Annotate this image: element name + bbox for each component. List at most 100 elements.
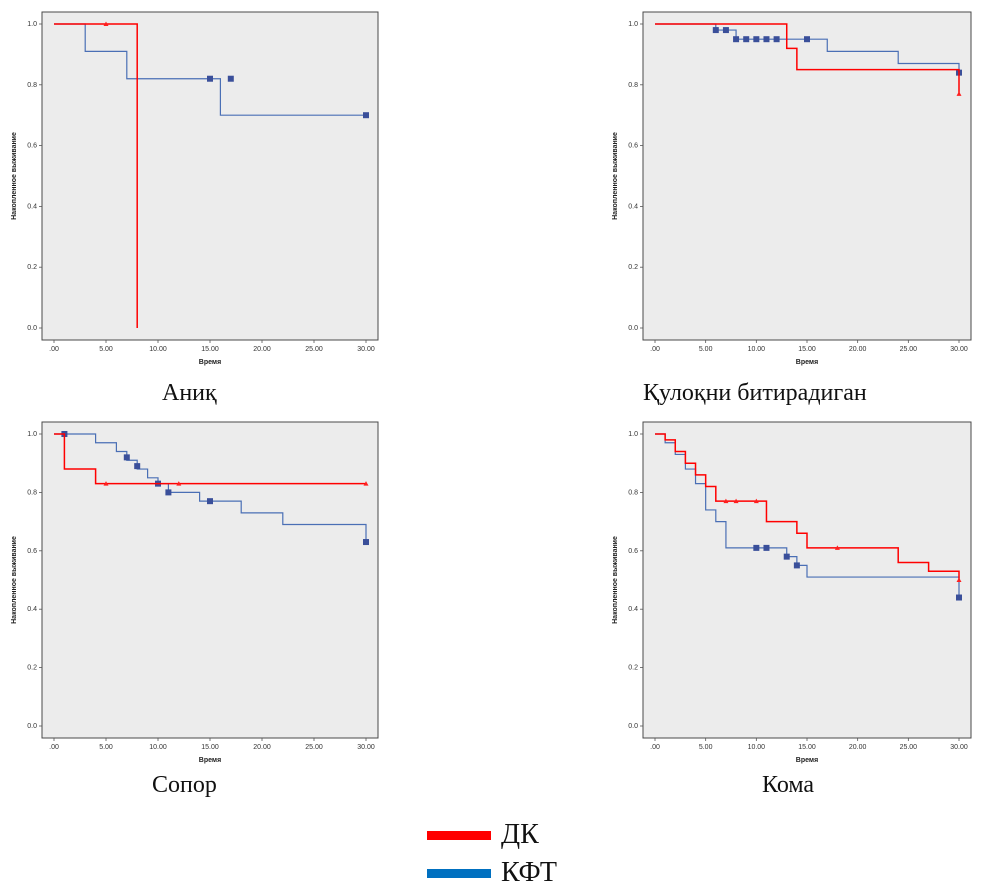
y-tick-label: 0.0 <box>27 325 37 332</box>
censor-marker-kft <box>763 36 770 43</box>
y-tick-label: 0.4 <box>27 203 37 210</box>
legend-swatch-dk <box>427 830 491 840</box>
x-tick-label: 15.00 <box>201 346 219 353</box>
survival-chart-kuloqni: 0.0 0.2 0.4 0.6 0.8 1.0 .00 5.00 10.00 15.00 20.00… <box>612 11 972 366</box>
censor-marker-kft <box>753 36 760 43</box>
caption-sopor: Сопор <box>152 772 217 798</box>
censor-marker-kft <box>753 544 760 551</box>
series-dk-line <box>655 23 960 94</box>
series-kft-line <box>54 433 367 543</box>
y-axis-title: Накопленное выживание <box>11 132 18 220</box>
plot-area <box>642 11 972 341</box>
y-tick-label: 0.0 <box>27 723 37 730</box>
x-axis-title: Время <box>199 359 221 366</box>
censor-marker-dk <box>723 498 729 504</box>
censor-marker-dk <box>834 545 840 550</box>
y-axis-title: Накопленное выживание <box>612 132 619 220</box>
survival-chart-anik: 0.0 0.2 0.4 0.6 0.8 1.0 .00 5.00 10.00 15.00 20.00… <box>11 11 379 366</box>
x-tick-label: 15.00 <box>201 744 219 751</box>
x-tick-label: 20.00 <box>849 346 867 353</box>
censor-marker-dk <box>103 481 109 486</box>
y-tick-label: 0.2 <box>628 665 638 672</box>
series-kft-line <box>54 23 366 116</box>
x-tick-label: 25.00 <box>305 346 323 353</box>
chart-panel-anik: 0.0 0.2 0.4 0.6 0.8 1.0 .00 5.00 10.00 15.00 20.00… <box>6 8 386 370</box>
x-axis-title: Время <box>199 757 221 764</box>
legend: ДК КФТ <box>427 816 557 892</box>
legend-label-kft: КФТ <box>501 857 557 888</box>
caption-kuloqni: Қулоқни битирадиган <box>643 380 867 406</box>
censor-marker-kft <box>763 544 770 551</box>
x-tick-label: 20.00 <box>849 744 867 751</box>
series-dk-line <box>54 23 138 328</box>
censor-marker-kft <box>363 112 369 119</box>
x-tick-label: 25.00 <box>900 346 918 353</box>
x-tick-label: .00 <box>650 744 660 751</box>
censor-marker-dk <box>956 91 962 96</box>
plot-area <box>41 421 379 739</box>
x-tick-label: 15.00 <box>798 744 816 751</box>
x-tick-label: .00 <box>650 346 660 353</box>
censor-marker-kft <box>722 27 729 34</box>
y-tick-label: 0.2 <box>628 264 638 271</box>
y-axis-title: Накопленное выживание <box>11 536 18 624</box>
censor-marker-dk <box>733 498 739 504</box>
y-tick-label: 0.6 <box>628 548 638 555</box>
x-tick-label: 25.00 <box>305 744 323 751</box>
legend-item-dk: ДК <box>427 816 557 854</box>
y-tick-label: 0.8 <box>628 82 638 89</box>
y-tick-label: 0.0 <box>628 325 638 332</box>
y-tick-label: 1.0 <box>628 21 638 28</box>
survival-chart-sopor: 0.0 0.2 0.4 0.6 0.8 1.0 .00 5.00 10.00 15.00 20.00… <box>11 421 379 764</box>
caption-koma: Кома <box>762 772 815 798</box>
censor-marker-kft <box>227 75 234 82</box>
x-tick-label: 30.00 <box>357 346 375 353</box>
censor-marker-kft <box>783 553 790 560</box>
chart-panel-sopor: 0.0 0.2 0.4 0.6 0.8 1.0 .00 5.00 10.00 15.00 20.00… <box>6 418 386 768</box>
censor-marker-dk <box>956 577 962 582</box>
x-tick-label: 5.00 <box>99 346 113 353</box>
censor-marker-kft <box>712 27 719 34</box>
series-dk-line <box>54 433 366 485</box>
y-tick-label: 1.0 <box>27 21 37 28</box>
censor-marker-kft <box>134 463 141 470</box>
x-tick-label: 10.00 <box>748 346 766 353</box>
y-tick-label: 0.4 <box>628 606 638 613</box>
series-dk-line <box>655 433 960 580</box>
legend-swatch-kft <box>427 868 491 878</box>
censor-marker-dk <box>103 21 109 26</box>
censor-marker-kft <box>165 489 172 496</box>
x-tick-label: 20.00 <box>253 744 271 751</box>
x-tick-label: 5.00 <box>699 744 713 751</box>
y-tick-label: 0.8 <box>27 489 37 496</box>
x-tick-label: 10.00 <box>149 346 167 353</box>
x-axis-title: Время <box>796 757 818 764</box>
censor-marker-kft <box>956 594 962 601</box>
censor-marker-kft <box>804 36 810 43</box>
censor-marker-kft <box>793 562 800 569</box>
censor-marker-kft <box>363 539 369 546</box>
y-tick-label: 0.8 <box>27 82 37 89</box>
censor-marker-dk <box>753 498 759 504</box>
censor-marker-dk <box>363 481 369 486</box>
censor-marker-kft <box>207 498 213 505</box>
plot-area <box>41 11 379 341</box>
y-tick-label: 1.0 <box>27 431 37 438</box>
y-tick-label: 0.4 <box>27 606 37 613</box>
x-tick-label: .00 <box>49 744 59 751</box>
caption-anik: Аниқ <box>162 380 217 406</box>
x-tick-label: 5.00 <box>99 744 113 751</box>
x-tick-label: 10.00 <box>149 744 167 751</box>
y-tick-label: 0.6 <box>27 548 37 555</box>
x-tick-label: 10.00 <box>748 744 766 751</box>
y-tick-label: 0.2 <box>27 264 37 271</box>
y-tick-label: 0.6 <box>27 143 37 150</box>
y-tick-label: 0.2 <box>27 665 37 672</box>
censor-marker-kft <box>743 36 750 43</box>
x-axis-title: Время <box>796 359 818 366</box>
x-tick-label: 5.00 <box>699 346 713 353</box>
legend-item-kft: КФТ <box>427 854 557 892</box>
x-tick-label: 30.00 <box>950 744 968 751</box>
censor-marker-kft <box>207 75 213 82</box>
chart-panel-koma: 0.0 0.2 0.4 0.6 0.8 1.0 .00 5.00 10.00 15.00 20.00… <box>607 418 979 768</box>
